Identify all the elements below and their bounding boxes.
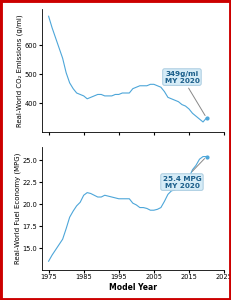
- X-axis label: Model Year: Model Year: [109, 283, 157, 292]
- Text: 349g/mi
MY 2020: 349g/mi MY 2020: [164, 70, 205, 116]
- Y-axis label: Real-World CO₂ Emissions (g/mi): Real-World CO₂ Emissions (g/mi): [17, 14, 23, 127]
- Y-axis label: Real-World Fuel Economy (MPG): Real-World Fuel Economy (MPG): [15, 153, 21, 264]
- Text: 25.4 MPG
MY 2020: 25.4 MPG MY 2020: [163, 159, 205, 189]
